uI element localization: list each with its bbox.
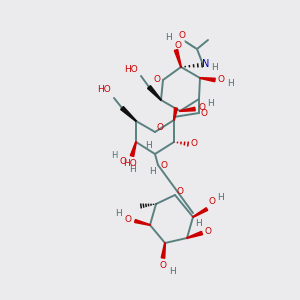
Polygon shape [200, 78, 215, 82]
Text: O: O [205, 226, 212, 236]
Text: H: H [226, 80, 233, 88]
Text: O: O [160, 161, 167, 170]
Text: O: O [175, 40, 182, 50]
Text: O: O [208, 197, 215, 206]
Text: HO: HO [97, 85, 111, 94]
Text: H: H [146, 142, 152, 151]
Polygon shape [193, 208, 208, 217]
Polygon shape [135, 220, 150, 225]
Text: H: H [130, 166, 136, 175]
Text: O: O [124, 214, 131, 224]
Text: H: H [196, 218, 202, 227]
Polygon shape [180, 107, 195, 111]
Text: H: H [208, 98, 214, 107]
Text: H: H [150, 167, 156, 176]
Text: O: O [199, 103, 206, 112]
Text: HO: HO [124, 65, 138, 74]
Text: H: H [218, 193, 224, 202]
Text: O: O [160, 262, 167, 271]
Text: O: O [190, 139, 197, 148]
Text: O: O [176, 187, 184, 196]
Text: N: N [202, 59, 210, 69]
Text: O: O [200, 110, 208, 118]
Text: O: O [119, 158, 127, 166]
Text: H: H [169, 268, 176, 277]
Text: H: H [212, 62, 218, 71]
Text: H: H [111, 152, 117, 160]
Text: H: H [115, 209, 122, 218]
Text: O: O [178, 32, 185, 40]
Text: H: H [165, 34, 171, 43]
Polygon shape [130, 142, 136, 157]
Polygon shape [121, 106, 136, 121]
Polygon shape [174, 108, 178, 120]
Polygon shape [187, 231, 203, 239]
Text: O: O [154, 74, 160, 83]
Polygon shape [161, 243, 165, 258]
Text: O: O [218, 74, 224, 83]
Polygon shape [148, 85, 161, 100]
Polygon shape [174, 50, 182, 67]
Text: HO: HO [123, 160, 137, 169]
Text: O: O [157, 122, 164, 131]
